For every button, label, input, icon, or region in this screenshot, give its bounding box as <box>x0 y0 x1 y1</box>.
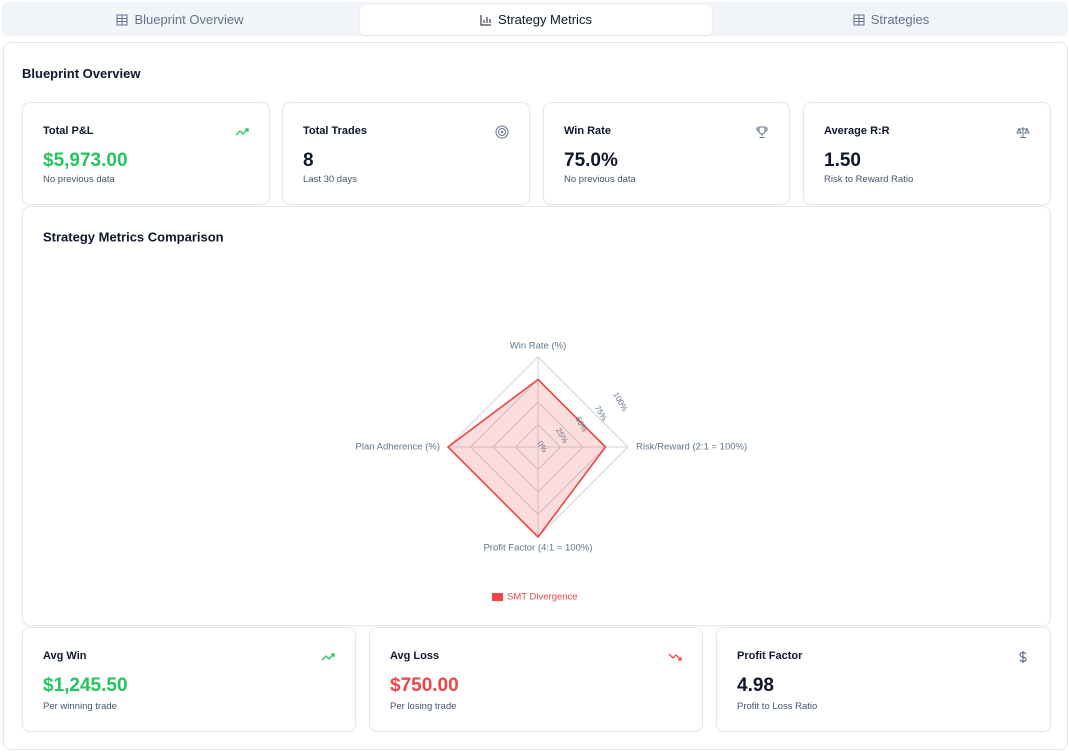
card-note: Profit to Loss Ratio <box>737 701 818 712</box>
tab[interactable]: Blueprint Overview <box>2 5 358 35</box>
icon <box>495 125 509 139</box>
chart: Strategy Metrics Comparison Win Rate (%)… <box>43 229 747 603</box>
card-note: Per winning trade <box>43 701 117 712</box>
card-note: Per losing trade <box>390 701 457 712</box>
legend-swatch <box>492 593 503 601</box>
card-value: 8 <box>303 150 314 171</box>
tab-bar: Blueprint Overview Strategy Metrics Stra… <box>2 2 1068 36</box>
card-note: No previous data <box>43 174 115 185</box>
icon <box>668 653 682 661</box>
stat-card: Total P&L $5,973.00 No previous data <box>22 102 270 205</box>
card-value: $1,245.50 <box>43 675 128 696</box>
panel <box>3 42 1068 750</box>
icon <box>756 126 768 138</box>
axis-label: Profit Factor (4:1 = 100%) <box>483 543 592 554</box>
card-label: Average R:R <box>824 125 890 137</box>
stat-card: Win Rate 75.0% No previous data <box>543 102 790 205</box>
card-value: 1.50 <box>824 150 861 171</box>
radius-tick-label: 100% <box>611 391 629 413</box>
stat-card: Avg Win $1,245.50 Per winning trade <box>22 627 356 732</box>
stat-card: Average R:R 1.50 Risk to Reward Ratio <box>803 102 1051 205</box>
tab[interactable]: Strategies <box>714 5 1068 35</box>
card-value: 75.0% <box>564 150 618 171</box>
legend-label: SMT Divergence <box>507 592 578 603</box>
card-value: $5,973.00 <box>43 150 128 171</box>
radius-tick-label: 75% <box>593 404 609 422</box>
card-note: No previous data <box>564 174 636 185</box>
chart-title: Strategy Metrics Comparison <box>43 229 224 244</box>
tab-label: Strategies <box>870 12 930 27</box>
card-note: Risk to Reward Ratio <box>824 174 914 185</box>
icon <box>1019 651 1027 663</box>
stat-card: Avg Loss $750.00 Per losing trade <box>369 627 703 732</box>
tab-label: Blueprint Overview <box>134 12 244 27</box>
icon <box>235 128 249 136</box>
card-note: Last 30 days <box>303 174 357 185</box>
section-title: Blueprint Overview <box>22 66 141 81</box>
tab-label: Strategy Metrics <box>498 12 592 27</box>
stat-card: Profit Factor 4.98 Profit to Loss Ratio <box>716 627 1051 732</box>
radar-area <box>446 378 607 539</box>
axis-label: Risk/Reward (2:1 = 100%) <box>636 442 747 453</box>
card-value: 4.98 <box>737 675 774 696</box>
card-label: Total Trades <box>303 125 367 137</box>
icon <box>1016 127 1030 138</box>
tab[interactable]: Strategy Metrics <box>360 5 712 35</box>
axis-label: Win Rate (%) <box>510 341 566 352</box>
chart-card: Strategy Metrics Comparison Win Rate (%)… <box>22 206 1051 626</box>
card-label: Avg Loss <box>390 650 440 662</box>
stat-card: Total Trades 8 Last 30 days <box>282 102 530 205</box>
card-value: $750.00 <box>390 675 459 696</box>
axis-label: Plan Adherence (%) <box>356 442 441 453</box>
icon <box>321 653 335 661</box>
card-label: Win Rate <box>564 125 611 137</box>
card-label: Profit Factor <box>737 650 803 662</box>
card-label: Avg Win <box>43 650 87 662</box>
card-label: Total P&L <box>43 125 94 137</box>
